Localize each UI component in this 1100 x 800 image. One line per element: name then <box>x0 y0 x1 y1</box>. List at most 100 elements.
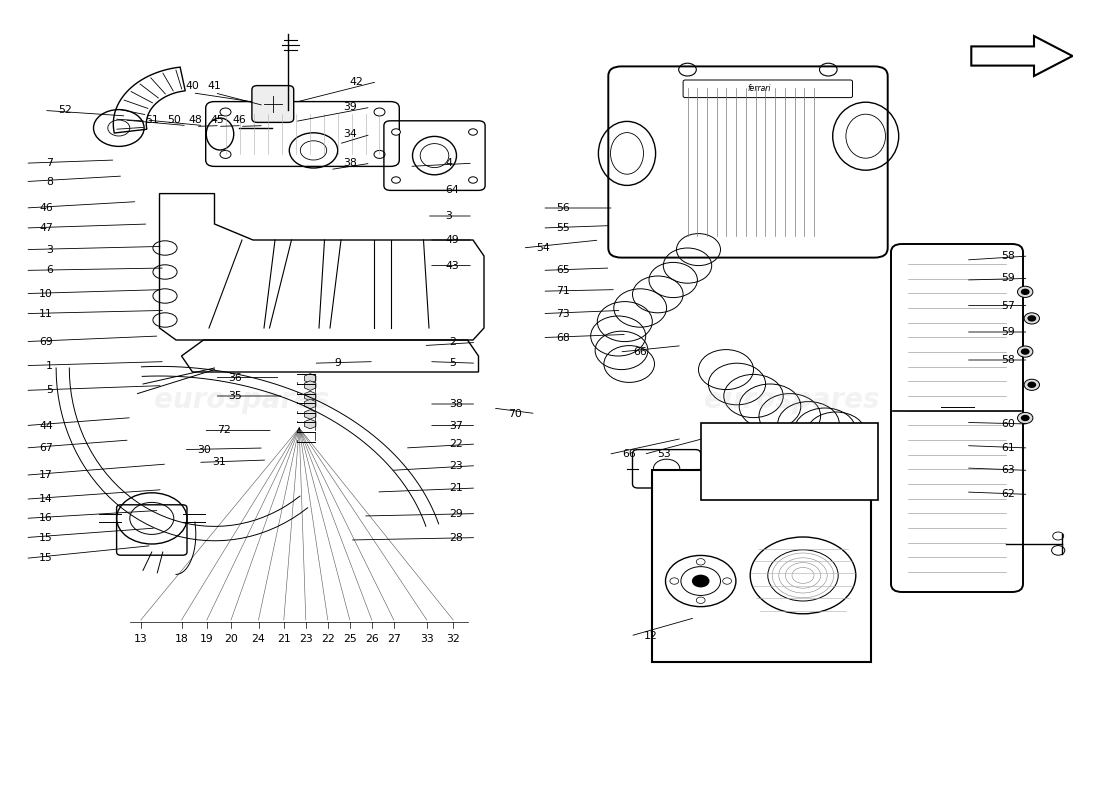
Text: 43: 43 <box>446 261 460 270</box>
Circle shape <box>696 597 705 603</box>
Text: 59: 59 <box>1001 327 1014 337</box>
Text: 21: 21 <box>449 483 462 493</box>
Text: 44: 44 <box>40 421 53 430</box>
Text: 17: 17 <box>40 470 53 480</box>
Text: 68: 68 <box>557 333 570 342</box>
Text: 45: 45 <box>211 115 224 125</box>
Text: 73: 73 <box>557 309 570 318</box>
Text: 22: 22 <box>449 439 462 449</box>
Text: 6: 6 <box>46 266 53 275</box>
Text: 37: 37 <box>449 421 462 430</box>
Text: 62: 62 <box>1001 490 1014 499</box>
Text: 69: 69 <box>40 337 53 346</box>
Text: 31: 31 <box>211 458 226 467</box>
Text: 60: 60 <box>1001 419 1015 429</box>
Text: 20: 20 <box>224 634 238 643</box>
Text: 70: 70 <box>508 409 522 418</box>
Text: 5: 5 <box>449 358 455 368</box>
Text: 36: 36 <box>229 373 242 382</box>
Text: 16: 16 <box>40 514 53 523</box>
Text: 32: 32 <box>447 634 460 643</box>
Text: 59: 59 <box>1001 274 1014 283</box>
Text: Valid for CH: Valid for CH <box>750 471 828 484</box>
Text: 61: 61 <box>1001 443 1014 453</box>
Text: 72: 72 <box>218 426 231 435</box>
Circle shape <box>220 108 231 116</box>
Text: 58: 58 <box>1001 355 1014 365</box>
Text: 8: 8 <box>46 177 53 186</box>
Text: 50: 50 <box>167 115 180 125</box>
Text: 7: 7 <box>46 158 53 168</box>
Circle shape <box>1018 286 1033 298</box>
Text: Vale per CH: Vale per CH <box>750 439 828 452</box>
Text: 66: 66 <box>623 450 636 459</box>
Text: 46: 46 <box>233 115 246 125</box>
Text: 67: 67 <box>40 443 53 453</box>
Text: 42: 42 <box>350 77 363 86</box>
Text: 15: 15 <box>40 533 53 542</box>
Text: 11: 11 <box>40 309 53 318</box>
Circle shape <box>469 177 477 183</box>
Circle shape <box>374 108 385 116</box>
Circle shape <box>392 129 400 135</box>
Circle shape <box>1024 313 1040 324</box>
Text: 53: 53 <box>658 450 671 459</box>
Text: 38: 38 <box>449 399 462 409</box>
Text: 21: 21 <box>277 634 290 643</box>
Circle shape <box>1021 414 1030 421</box>
Circle shape <box>1052 546 1065 555</box>
Text: 56: 56 <box>557 203 570 213</box>
Text: 2: 2 <box>449 338 455 347</box>
Circle shape <box>374 150 385 158</box>
Text: 3: 3 <box>446 211 452 221</box>
Text: 26: 26 <box>365 634 378 643</box>
Text: 52: 52 <box>57 106 72 115</box>
FancyBboxPatch shape <box>252 86 294 122</box>
Circle shape <box>696 558 705 565</box>
Text: 15: 15 <box>40 554 53 563</box>
Text: 29: 29 <box>449 509 462 518</box>
Text: 63: 63 <box>1001 466 1014 475</box>
Circle shape <box>469 129 477 135</box>
Text: 12: 12 <box>644 631 658 641</box>
Circle shape <box>1018 413 1033 424</box>
Text: 19: 19 <box>200 634 213 643</box>
Text: 14: 14 <box>40 494 53 504</box>
Text: 33: 33 <box>420 634 433 643</box>
Text: 1: 1 <box>46 361 53 370</box>
Text: 4: 4 <box>446 158 452 168</box>
Text: eurospares: eurospares <box>704 386 880 414</box>
Text: 9: 9 <box>334 358 341 368</box>
Text: 30: 30 <box>197 445 211 454</box>
Circle shape <box>392 177 400 183</box>
Text: 10: 10 <box>39 289 53 298</box>
Text: 13: 13 <box>134 634 147 643</box>
Text: 18: 18 <box>175 634 188 643</box>
Text: 66: 66 <box>634 347 647 357</box>
Text: 71: 71 <box>557 286 570 296</box>
Circle shape <box>1027 382 1036 388</box>
Text: 23: 23 <box>449 461 462 470</box>
Circle shape <box>1021 289 1030 295</box>
Text: 25: 25 <box>343 634 356 643</box>
Text: 34: 34 <box>343 130 356 139</box>
Text: 23: 23 <box>299 634 312 643</box>
Text: eurospares: eurospares <box>154 386 330 414</box>
Text: 41: 41 <box>208 82 221 91</box>
FancyBboxPatch shape <box>652 470 871 662</box>
Text: 46: 46 <box>40 203 53 213</box>
Circle shape <box>670 578 679 584</box>
Text: 51: 51 <box>145 115 158 125</box>
Text: ferrari: ferrari <box>747 84 771 94</box>
Text: 39: 39 <box>343 102 356 112</box>
Circle shape <box>1021 349 1030 355</box>
Text: 58: 58 <box>1001 251 1014 261</box>
FancyBboxPatch shape <box>701 423 878 500</box>
Circle shape <box>1027 315 1036 322</box>
Circle shape <box>1018 346 1033 357</box>
Circle shape <box>692 574 710 587</box>
Text: 27: 27 <box>387 634 400 643</box>
Text: 3: 3 <box>46 245 53 254</box>
Text: 57: 57 <box>1001 301 1014 310</box>
Text: 24: 24 <box>252 634 265 643</box>
